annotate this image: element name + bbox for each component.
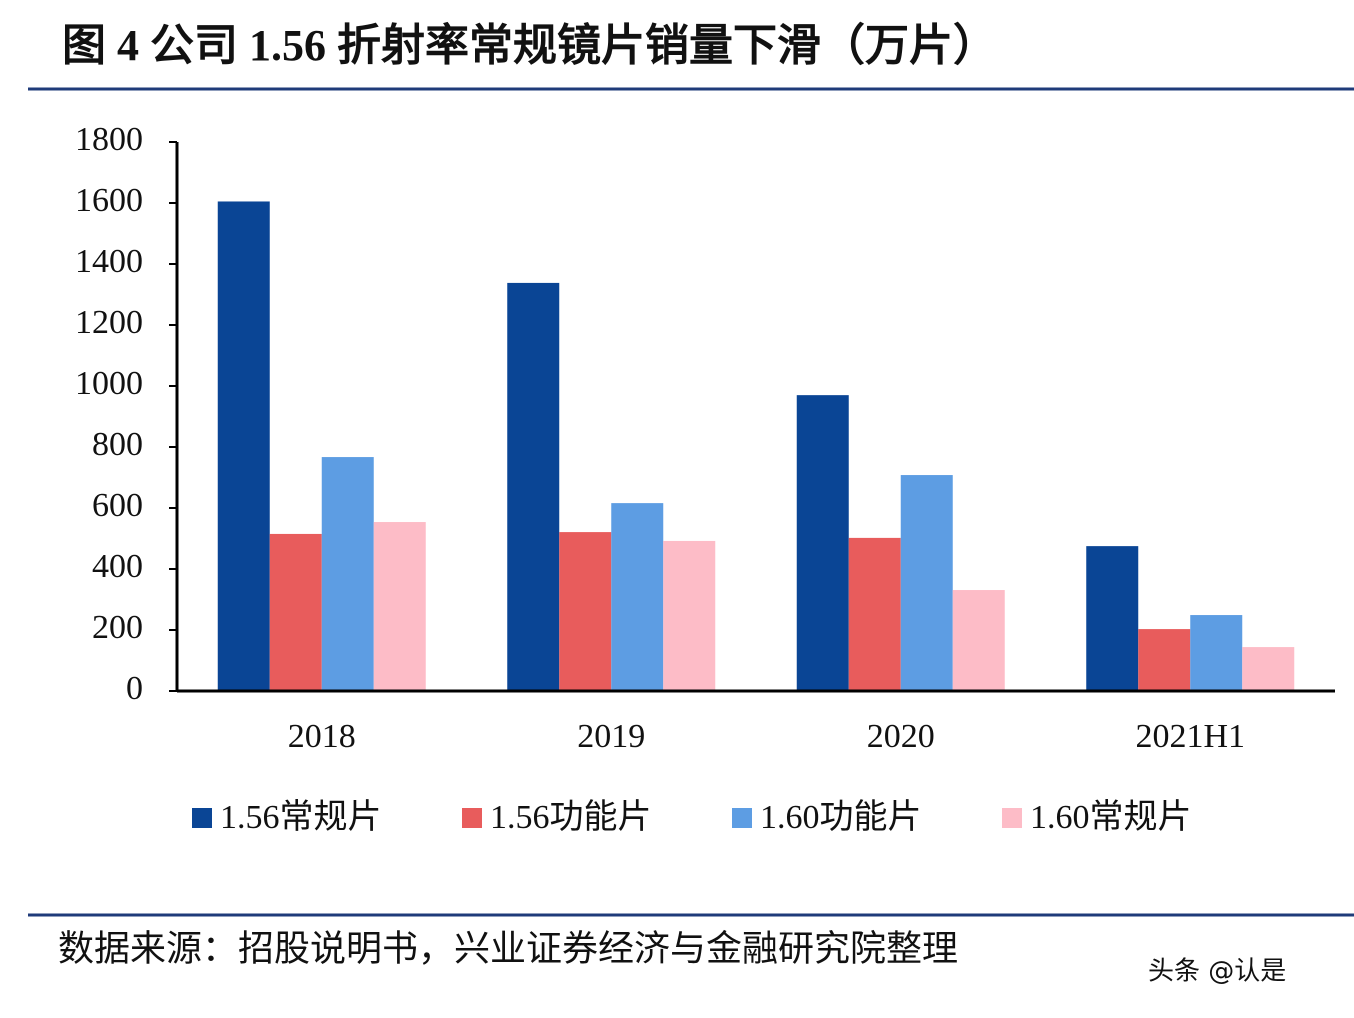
bar: [1086, 546, 1139, 691]
chart-title: 图 4 公司 1.56 折射率常规镜片销量下滑（万片）: [62, 21, 997, 70]
y-tick-label: 1600: [75, 182, 143, 219]
bar: [269, 533, 322, 691]
bar: [321, 457, 374, 691]
y-tick-label: 800: [92, 426, 143, 463]
legend-swatch: [192, 808, 212, 828]
y-tick-label: 0: [126, 670, 143, 707]
y-tick-label: 1400: [75, 243, 143, 280]
y-tick-label: 1800: [75, 121, 143, 158]
y-tick-label: 400: [92, 548, 143, 585]
x-tick-label: 2018: [288, 718, 356, 755]
bar: [559, 532, 612, 691]
legend-label: 1.60功能片: [760, 798, 922, 836]
legend-label: 1.56功能片: [490, 798, 652, 836]
legend-swatch: [732, 808, 752, 828]
bar: [507, 282, 560, 691]
y-tick-label: 1200: [75, 304, 143, 341]
y-tick-label: 600: [92, 487, 143, 524]
legend-swatch: [1002, 808, 1022, 828]
bar: [217, 201, 270, 691]
bar: [373, 522, 426, 691]
legend-swatch: [462, 808, 482, 828]
x-tick-label: 2020: [867, 718, 935, 755]
bar: [952, 590, 1005, 691]
bar: [1190, 615, 1243, 691]
legend-label: 1.56常规片: [220, 798, 382, 836]
x-tick-label: 2021H1: [1135, 718, 1245, 755]
y-tick-label: 1000: [75, 365, 143, 402]
y-tick-label: 200: [92, 609, 143, 646]
bar: [1138, 629, 1191, 691]
source: 数据来源：招股说明书，兴业证券经济与金融研究院整理: [58, 928, 958, 968]
legend-label: 1.60常规片: [1030, 798, 1192, 836]
bar: [848, 537, 901, 691]
bar: [796, 395, 849, 691]
bar: [611, 503, 664, 691]
bar: [1242, 647, 1295, 691]
bar: [663, 540, 716, 691]
watermark: 头条 @认是: [1148, 957, 1286, 987]
x-tick-label: 2019: [577, 718, 645, 755]
bar: [900, 475, 953, 691]
